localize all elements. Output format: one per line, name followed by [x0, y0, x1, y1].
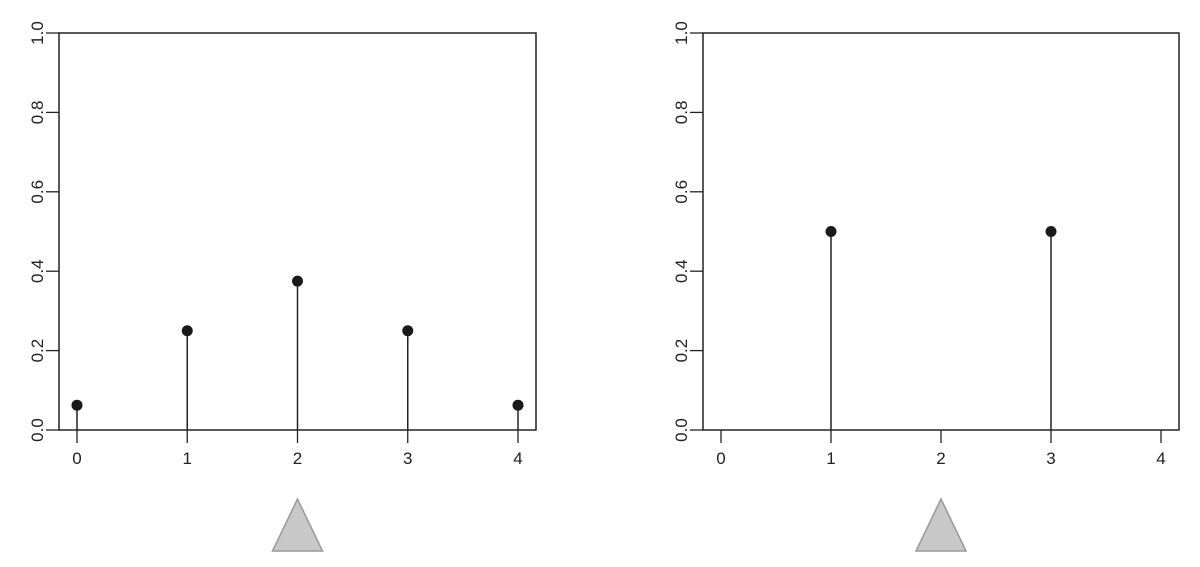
y-tick-label: 0.0 — [28, 418, 47, 442]
y-tick-label: 0.6 — [672, 180, 691, 204]
y-tick-label: 0.8 — [672, 101, 691, 125]
y-tick-label: 0.0 — [672, 418, 691, 442]
x-tick-label: 0 — [72, 449, 81, 468]
panel-2: 0.0 0.2 0.4 0.6 0.8 1.0 0 1 2 3 4 — [672, 21, 1180, 552]
panel-1: 0.0 0.2 0.4 0.6 0.8 1.0 0 1 2 3 4 — [28, 21, 537, 552]
y-tick-label: 1.0 — [28, 21, 47, 45]
stem-point — [292, 275, 303, 287]
x-tick-label: 2 — [293, 449, 302, 468]
x-tick-label: 2 — [936, 449, 945, 468]
x-tick-label: 4 — [1156, 449, 1165, 468]
stem-point — [825, 226, 837, 237]
stem-point — [181, 325, 193, 337]
plot-box — [702, 32, 1180, 431]
y-tick-label: 0.8 — [28, 101, 47, 125]
stem-point — [1045, 226, 1057, 237]
x-tick-label: 3 — [1046, 449, 1055, 468]
y-tick-label: 0.2 — [28, 339, 47, 363]
y-tick-label: 0.6 — [28, 180, 47, 204]
x-tick-label: 3 — [403, 449, 412, 468]
y-tick-label: 0.4 — [28, 259, 47, 283]
stem-point — [71, 399, 83, 411]
x-tick-label: 1 — [826, 449, 835, 468]
y-tick-label: 0.4 — [672, 259, 691, 283]
triangle-marker — [914, 497, 968, 552]
x-tick-label: 0 — [716, 449, 725, 468]
y-tick-label: 1.0 — [672, 21, 691, 45]
y-tick-label: 0.2 — [672, 339, 691, 363]
stem-point — [402, 325, 414, 337]
x-tick-label: 1 — [183, 449, 192, 468]
stem-point — [512, 399, 524, 411]
x-tick-label: 4 — [513, 449, 522, 468]
triangle-marker — [271, 497, 324, 552]
